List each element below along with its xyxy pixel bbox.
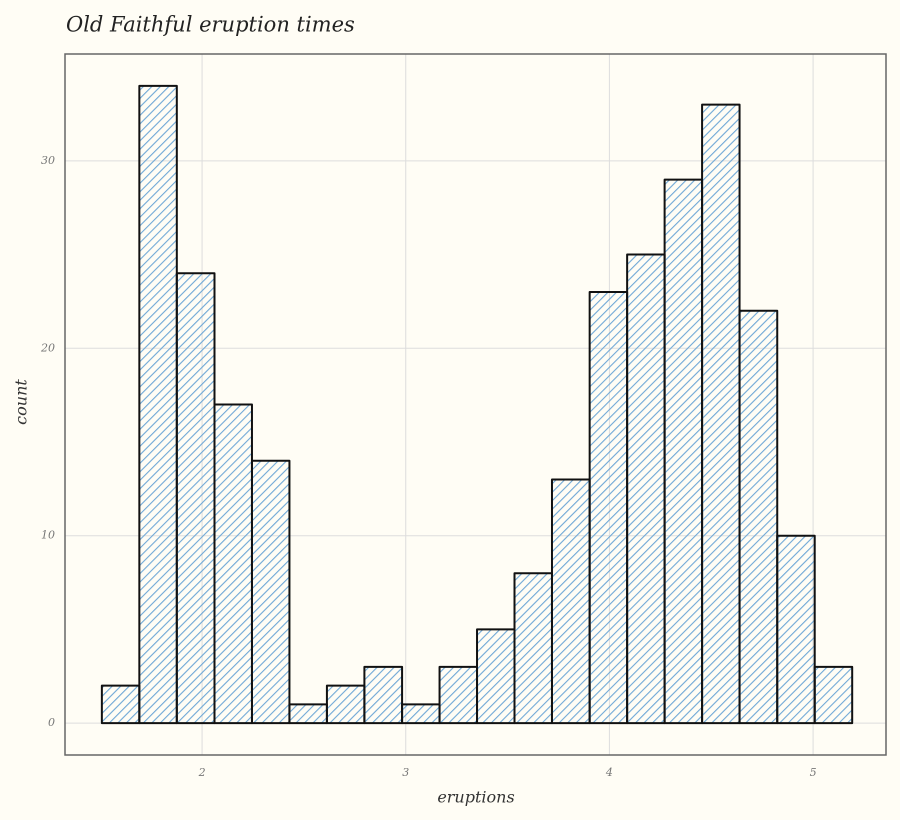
histogram-bar: [588, 291, 629, 725]
y-axis-label: count: [12, 379, 31, 425]
histogram-bar: [626, 253, 666, 725]
histogram-bar: [776, 534, 816, 725]
histogram-bar: [550, 478, 591, 725]
x-tick-label: 2: [198, 766, 206, 779]
chart-title: Old Faithful eruption times: [66, 13, 355, 37]
histogram-bar: [701, 103, 741, 725]
y-tick-label: 0: [48, 716, 55, 729]
x-tick-label: 5: [810, 766, 817, 779]
histogram-bar: [325, 684, 366, 725]
y-tick-label: 10: [41, 529, 55, 542]
x-axis-label: eruptions: [437, 788, 514, 807]
x-tick-label: 4: [605, 766, 613, 779]
histogram-bar: [476, 628, 516, 725]
histogram-bar: [250, 459, 291, 725]
histogram-bar: [813, 665, 854, 725]
histogram-bar: [175, 272, 216, 725]
histogram-bar: [288, 703, 328, 725]
y-tick-label: 30: [41, 154, 55, 167]
histogram-bar: [401, 703, 441, 725]
histogram-bar: [513, 572, 553, 725]
histogram-bar: [663, 178, 704, 725]
x-tick-label: 3: [402, 766, 409, 779]
histogram-bar: [363, 665, 404, 725]
histogram-bar: [138, 84, 178, 725]
histogram-bar: [738, 309, 779, 725]
histogram-bar: [438, 665, 479, 725]
histogram-bar: [100, 684, 141, 725]
histogram-bar: [213, 403, 253, 725]
plot-area: 0 10 20 30 2 3 4 5: [40, 54, 886, 779]
panel-border: [64, 53, 887, 756]
y-tick-label: 20: [40, 341, 55, 354]
